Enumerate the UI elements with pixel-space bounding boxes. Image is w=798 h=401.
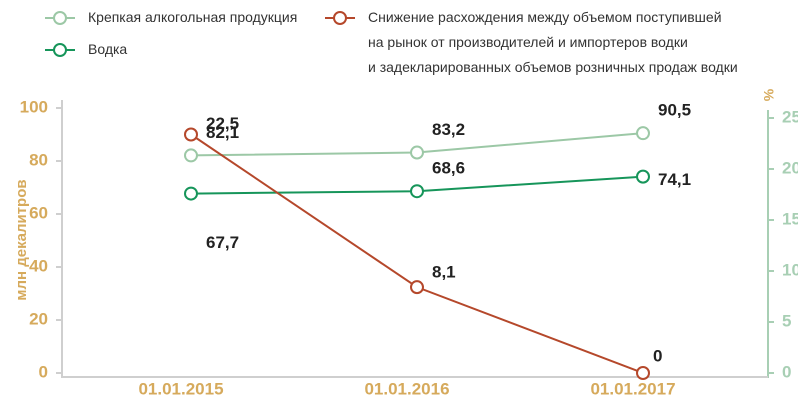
value-label: 83,2 [432,120,465,139]
y-tick-label: 80 [29,150,48,169]
point [636,169,650,184]
point [410,145,424,160]
legend-label: Водка [88,41,127,57]
x-tick-label: 01.01.2015 [138,379,223,398]
legend-marker [53,43,67,57]
point [410,184,424,199]
legend-line-text: Снижение расхождения между объемом посту… [368,9,722,25]
y2-tick-label: 20 [782,158,798,177]
legend-label: Крепкая алкогольная продукция [88,9,297,25]
legend-line-text: и задекларированных объемов розничных пр… [368,59,738,75]
y-tick-label: 40 [29,256,48,275]
y2-tick-label: 15 [782,209,798,228]
point [184,127,198,142]
y2-tick-label: 10 [782,260,798,279]
value-label: 90,5 [658,101,691,120]
legend-line-text: Крепкая алкогольная продукция [88,9,297,25]
legend-marker [53,11,67,25]
legend-label: Снижение расхождения между объемом посту… [368,9,738,75]
point [410,280,424,295]
y2-axis-label: % [761,88,777,101]
legend-line-text: Водка [88,41,127,57]
y-tick-label: 100 [20,97,48,116]
value-label: 74,1 [658,170,691,189]
y-tick-label: 60 [29,203,48,222]
value-label: 22,5 [206,114,239,133]
y2-tick-label: 0 [782,362,791,381]
x-tick-label: 01.01.2017 [590,379,675,398]
y-axis-label: млн декалитров [13,179,30,300]
point [636,366,650,380]
value-label: 82,1 [206,123,239,142]
x-tick-label: 01.01.2016 [364,379,449,398]
y-tick-label: 20 [29,309,48,328]
y2-tick-label: 5 [782,311,791,330]
value-label: 68,6 [432,159,465,178]
value-label: 67,7 [206,233,239,252]
y2-tick-label: 25 [782,107,798,126]
legend-line-text: на рынок от производителей и импортеров … [368,34,688,50]
series-line [190,133,644,374]
point [636,126,650,141]
point [184,186,198,201]
y-tick-label: 0 [39,362,48,381]
legend-marker [333,11,347,25]
value-label: 8,1 [432,263,456,282]
value-label: 0 [653,346,662,365]
point [184,148,198,163]
